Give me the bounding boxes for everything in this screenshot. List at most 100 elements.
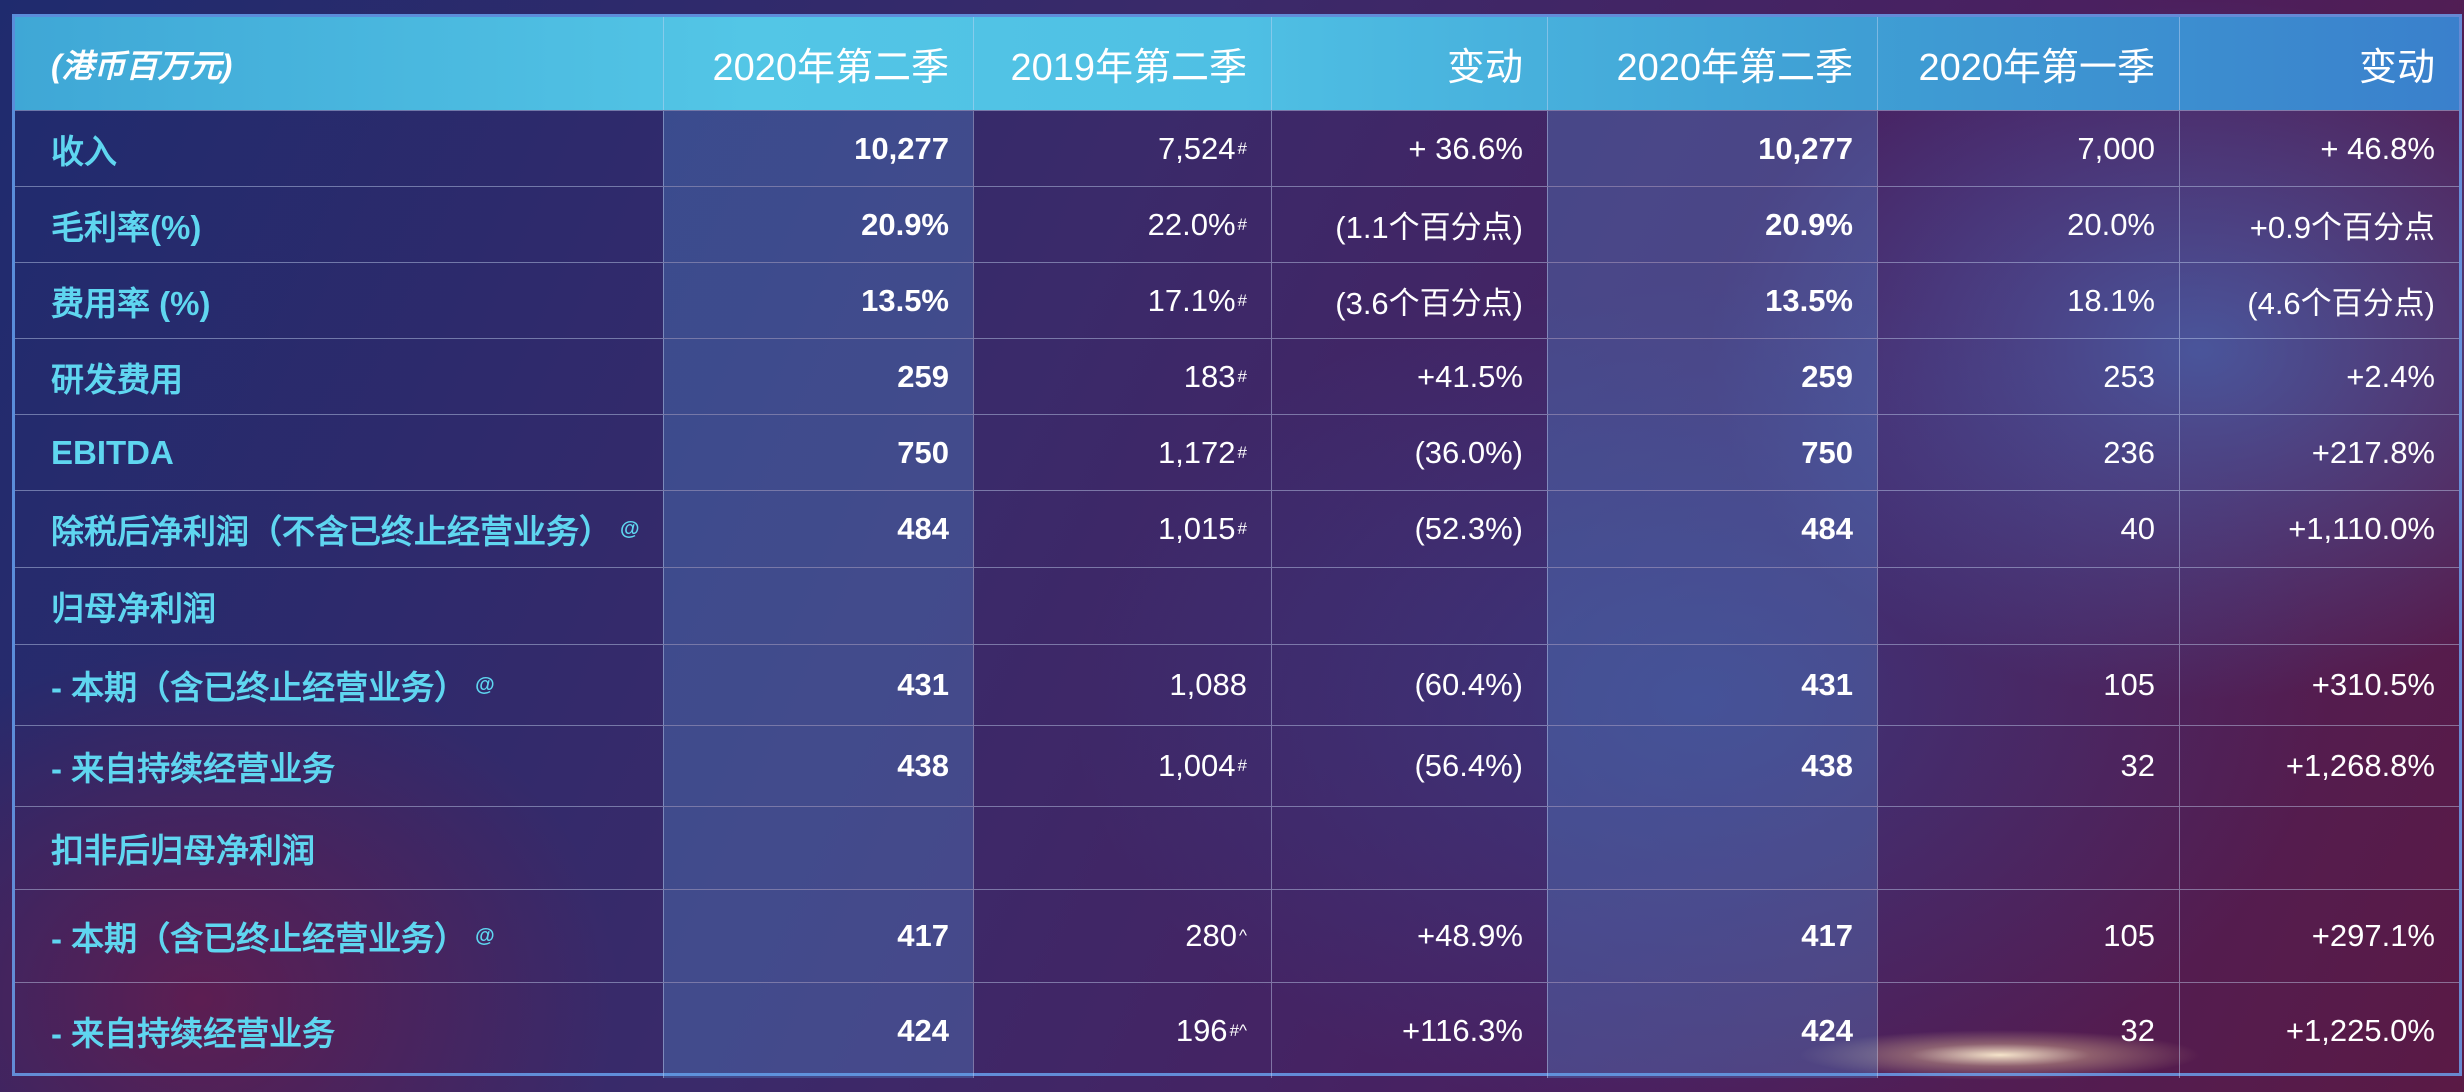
cell-q2-2020-b-text: 13.5% (1765, 282, 1853, 318)
cell-q2-2020-b (1547, 807, 1877, 889)
cell-q2-2020-b: 259 (1547, 339, 1877, 414)
cell-yoy-change: (56.4%) (1271, 726, 1547, 806)
row-label: - 来自持续经营业务 (15, 983, 663, 1078)
cell-q2-2020-b-text: 259 (1801, 358, 1853, 394)
cell-q2-2019 (973, 568, 1271, 644)
cell-q2-2019: 280 ^ (973, 890, 1271, 982)
cell-q1-2020-text: 236 (2103, 434, 2155, 470)
cell-q2-2020: 259 (663, 339, 973, 414)
row-label: 扣非后归母净利润 (15, 807, 663, 889)
cell-q2-2020: 431 (663, 645, 973, 725)
cell-q2-2020 (663, 807, 973, 889)
cell-yoy-change (1271, 568, 1547, 644)
cell-q2-2020-b: 431 (1547, 645, 1877, 725)
cell-q2-2020-b: 484 (1547, 491, 1877, 567)
cell-q1-2020: 32 (1877, 983, 2179, 1078)
cell-q2-2020-b: 10,277 (1547, 111, 1877, 186)
cell-q2-2020-text: 484 (897, 511, 949, 546)
header-yoy-change: 变动 (1271, 17, 1547, 110)
table-row: - 本期（含已终止经营业务） @ 431 1,088 (60.4%) 431 105 +310… (15, 644, 2459, 725)
table-row: 费用率 (%) 13.5% 17.1% # (3.6个百分点) 13.5% 18.1% (4.… (15, 262, 2459, 338)
table-row: - 本期（含已终止经营业务） @ 417 280 ^ +48.9% 417 105 +297.1… (15, 889, 2459, 982)
cell-yoy-change-text: +48.9% (1416, 918, 1523, 953)
cell-yoy-change: (3.6个百分点) (1271, 263, 1547, 338)
cell-qoq-change-text: +1,225.0% (2285, 1012, 2435, 1048)
cell-q1-2020: 236 (1877, 415, 2179, 490)
cell-yoy-change-text: (60.4%) (1414, 667, 1523, 702)
cell-q2-2019: 1,088 (973, 645, 1271, 725)
row-label-text: 除税后净利润（不含已终止经营业务） (51, 513, 612, 550)
cell-q2-2019-text: 17.1% (1147, 282, 1236, 318)
cell-qoq-change: +1,268.8% (2179, 726, 2459, 806)
cell-q2-2019: 183 # (973, 339, 1271, 414)
row-label-text: EBITDA (51, 433, 174, 471)
cell-q1-2020: 7,000 (1877, 111, 2179, 186)
cell-q2-2020-text: 438 (897, 748, 949, 783)
cell-qoq-change-text: +310.5% (2311, 667, 2435, 702)
table-row: 扣非后归母净利润 (15, 806, 2459, 889)
header-q1-2020: 2020年第一季 (1877, 17, 2179, 110)
cell-yoy-change-text: +41.5% (1416, 358, 1523, 394)
cell-q2-2019-text: 1,004 (1157, 748, 1236, 783)
cell-qoq-change: + 46.8% (2179, 111, 2459, 186)
row-label: - 来自持续经营业务 (15, 726, 663, 806)
cell-q1-2020: 105 (1877, 645, 2179, 725)
cell-q2-2019 (973, 807, 1271, 889)
cell-q2-2020: 417 (663, 890, 973, 982)
row-label: - 本期（含已终止经营业务） @ (15, 645, 663, 725)
cell-q2-2020-text: 750 (897, 434, 949, 470)
cell-q2-2020-b-text: 20.9% (1765, 206, 1853, 242)
cell-q2-2020-text: 13.5% (861, 282, 949, 318)
cell-q2-2020-b-text: 417 (1801, 918, 1853, 953)
cell-q2-2020-text: 20.9% (861, 206, 949, 242)
cell-q2-2019: 17.1% # (973, 263, 1271, 338)
cell-yoy-change: (36.0%) (1271, 415, 1547, 490)
cell-q2-2020-b-text: 750 (1801, 434, 1853, 470)
row-label-text: 毛利率(%) (51, 208, 202, 246)
cell-q2-2020-text: 259 (897, 358, 949, 394)
cell-qoq-change-text: +297.1% (2311, 918, 2435, 953)
cell-q2-2020-text: 417 (897, 918, 949, 953)
cell-q1-2020: 18.1% (1877, 263, 2179, 338)
cell-q2-2019: 1,015 # (973, 491, 1271, 567)
row-label-text: 归母净利润 (51, 590, 216, 627)
cell-yoy-change-text: (1.1个百分点) (1335, 210, 1523, 245)
table-row: 除税后净利润（不含已终止经营业务） @ 484 1,015 # (52.3%) 484 40 +… (15, 490, 2459, 567)
cell-q2-2019-text: 196 (1175, 1012, 1228, 1048)
cell-q2-2019: 1,172 # (973, 415, 1271, 490)
cell-q2-2019: 22.0% # (973, 187, 1271, 262)
cell-q2-2020-b-text: 438 (1801, 748, 1853, 783)
header-q2-2019: 2019年第二季 (973, 17, 1271, 110)
cell-q2-2020-text: 431 (897, 667, 949, 702)
table-row: 研发费用 259 183 # +41.5% 259 253 +2.4% (15, 338, 2459, 414)
cell-yoy-change: +41.5% (1271, 339, 1547, 414)
cell-q1-2020-text: 253 (2103, 358, 2155, 394)
row-label: 研发费用 (15, 339, 663, 414)
row-label: 归母净利润 (15, 568, 663, 644)
header-q2-2020-b: 2020年第二季 (1547, 17, 1877, 110)
cell-qoq-change: +310.5% (2179, 645, 2459, 725)
cell-q1-2020: 105 (1877, 890, 2179, 982)
cell-q2-2020-text: 424 (897, 1012, 949, 1048)
cell-q1-2020-text: 18.1% (2067, 282, 2155, 318)
cell-qoq-change (2179, 807, 2459, 889)
row-label: 除税后净利润（不含已终止经营业务） @ (15, 491, 663, 567)
cell-yoy-change: (1.1个百分点) (1271, 187, 1547, 262)
table-row: 毛利率(%) 20.9% 22.0% # (1.1个百分点) 20.9% 20.0% +0.9… (15, 186, 2459, 262)
cell-q2-2020-b: 417 (1547, 890, 1877, 982)
cell-q2-2020-b-text: 10,277 (1758, 130, 1853, 166)
cell-yoy-change-text: (52.3%) (1414, 511, 1523, 546)
cell-q2-2020 (663, 568, 973, 644)
cell-q2-2020-b-text: 431 (1801, 667, 1853, 702)
cell-qoq-change-text: + 46.8% (2320, 130, 2435, 166)
row-label: - 本期（含已终止经营业务） @ (15, 890, 663, 982)
cell-q2-2020-b (1547, 568, 1877, 644)
cell-yoy-change: +48.9% (1271, 890, 1547, 982)
cell-q1-2020: 20.0% (1877, 187, 2179, 262)
header-qoq-change: 变动 (2179, 17, 2459, 110)
row-label-text: 费用率 (%) (51, 284, 211, 322)
cell-q2-2020: 438 (663, 726, 973, 806)
cell-q2-2020: 750 (663, 415, 973, 490)
row-label-text: 收入 (51, 132, 117, 170)
header-q2-2020: 2020年第二季 (663, 17, 973, 110)
